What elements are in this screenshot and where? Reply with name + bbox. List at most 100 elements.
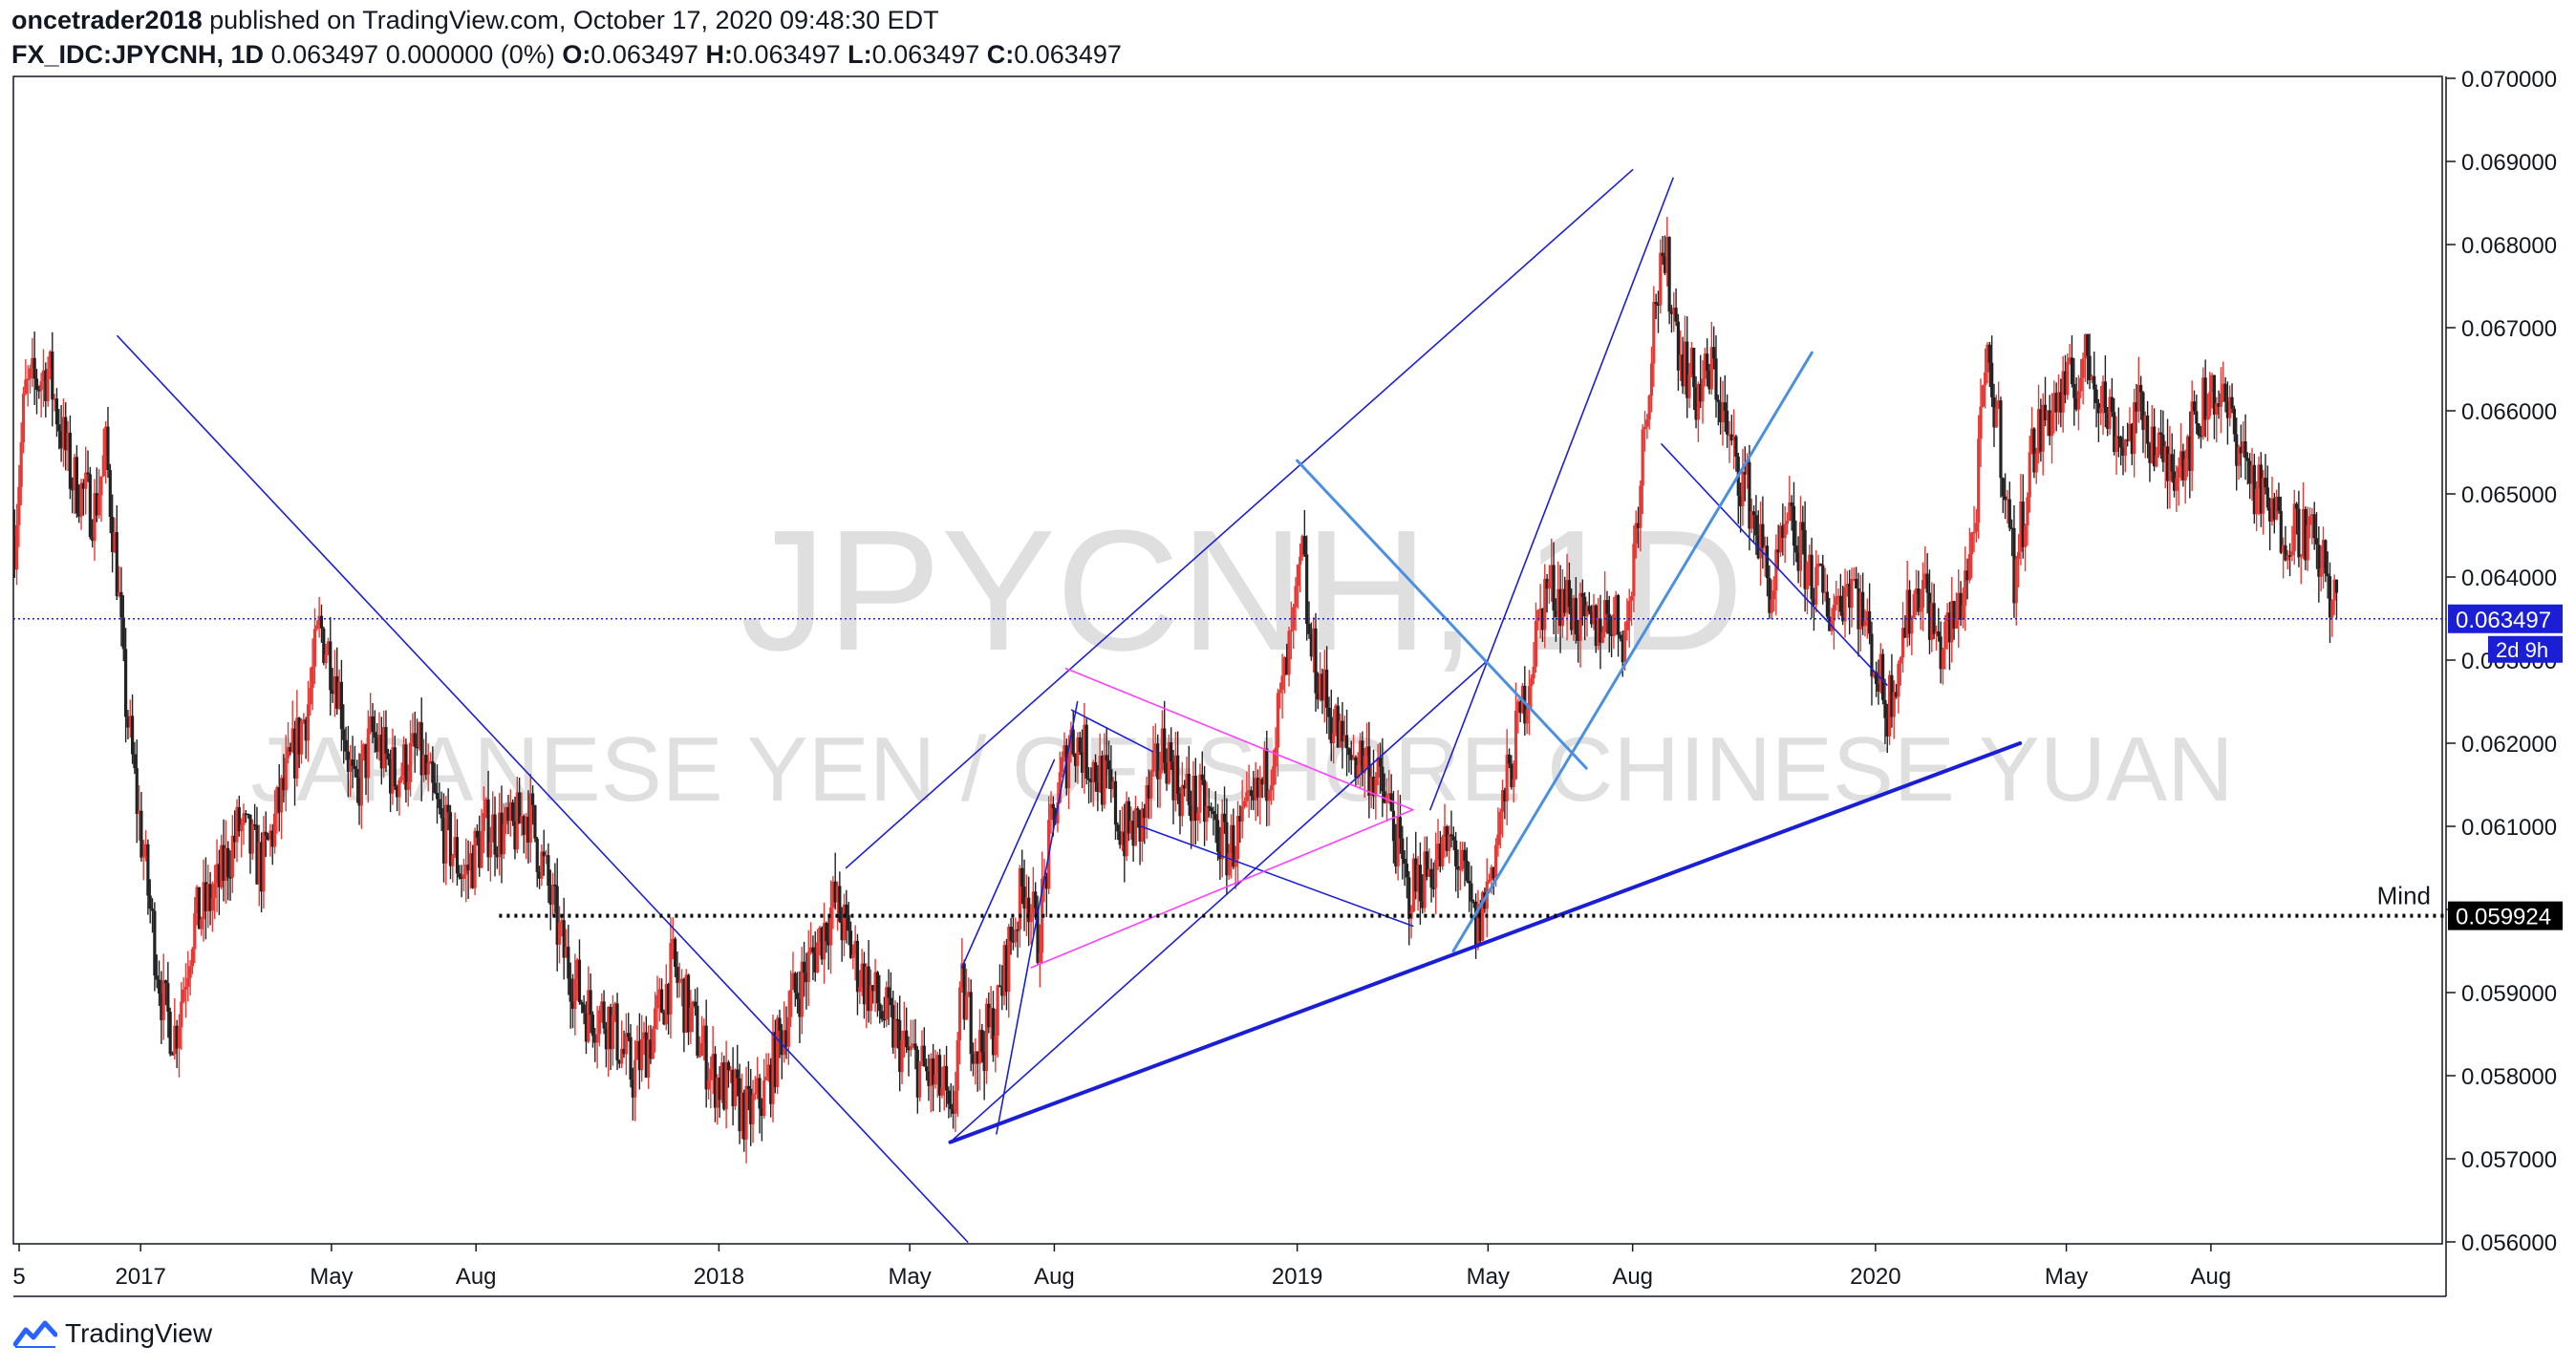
candle-body [88, 474, 92, 538]
candle-body [1468, 880, 1471, 884]
candle-body [1534, 620, 1538, 667]
candle-body [729, 1069, 733, 1072]
candle-body [1167, 742, 1170, 784]
candle-body [141, 856, 145, 858]
candle-body [1480, 891, 1485, 941]
candle-body [1554, 610, 1558, 617]
candle-body [411, 733, 415, 743]
drawing-line-trend[interactable] [117, 334, 969, 1243]
candle-body [2128, 423, 2132, 440]
candle-body [95, 493, 98, 516]
drawing-line-trend_light[interactable] [1296, 459, 1588, 770]
candle-body [2029, 428, 2034, 453]
candle-body [548, 886, 552, 905]
candle-body [835, 886, 840, 903]
candle-body [1425, 851, 1428, 877]
candle-body [691, 1001, 695, 1008]
candle-body [399, 776, 403, 780]
candle-body [200, 919, 204, 930]
tradingview-brand[interactable]: TradingView [13, 1315, 212, 1353]
candle-body [1470, 883, 1473, 902]
candle-body [1897, 663, 1900, 697]
candle-body [1663, 255, 1667, 273]
candle-body [706, 1079, 711, 1090]
drawing-line-trend[interactable] [1661, 442, 1888, 686]
candle-body [1674, 308, 1678, 322]
candle-body [595, 1034, 599, 1043]
drawing-line-trend[interactable] [845, 168, 1634, 869]
candle-body [1165, 762, 1169, 784]
candle-body [871, 985, 875, 992]
candle-body [677, 981, 681, 983]
drawing-line-trend_light[interactable] [1451, 351, 1814, 952]
candle-body [1636, 523, 1641, 528]
candle-body [175, 1025, 179, 1049]
candle-body [1743, 472, 1747, 475]
drawing-line-trend[interactable] [949, 659, 1490, 1144]
candle-body [1714, 358, 1718, 400]
close-value: 0.063497 [1014, 40, 1122, 69]
candle-body [2039, 409, 2043, 452]
candle-body [1970, 532, 1974, 555]
candle-body [719, 1062, 724, 1101]
candle-body [2126, 439, 2130, 441]
watermark-symbol: JPYCNH, 1D [741, 495, 1744, 687]
author-name[interactable]: oncetrader2018 [11, 6, 203, 34]
candle-body [1078, 737, 1082, 752]
candle-body [466, 865, 470, 871]
candle-body [220, 844, 224, 887]
candle-body [155, 975, 159, 980]
candle-body [1689, 348, 1694, 374]
candle-body [2048, 410, 2051, 437]
candle-body [1925, 573, 1929, 593]
candle-body [480, 830, 483, 868]
candle-body [1002, 945, 1006, 996]
drawing-line-trend[interactable] [1070, 709, 1154, 753]
candle-body [2282, 545, 2286, 553]
candle-body [1532, 666, 1535, 679]
drawing-line-trend[interactable] [1429, 177, 1674, 811]
candle-body [1778, 525, 1783, 553]
candle-body [1138, 809, 1142, 842]
drawing-line-pattern[interactable] [1064, 667, 1414, 811]
candle-body [333, 675, 337, 695]
candle-body [698, 1055, 701, 1058]
drawing-line-trend[interactable] [948, 741, 2023, 1144]
candle-body [1478, 904, 1482, 941]
candle-body [1939, 636, 1943, 670]
candle-body [2290, 550, 2294, 556]
drawing-line-pattern[interactable] [1030, 808, 1414, 969]
candle-body [1238, 816, 1242, 822]
drawing-line-trend[interactable] [1140, 825, 1414, 928]
candle-body [1463, 849, 1467, 861]
candle-body [631, 1079, 634, 1098]
candle-body [1645, 419, 1649, 427]
candle-body [557, 922, 562, 945]
candle-body [282, 778, 286, 791]
candle-body [1196, 812, 1200, 821]
candle-body [1451, 836, 1455, 841]
candle-body [1729, 434, 1733, 441]
candle-body [359, 754, 363, 806]
plot-frame [12, 75, 2443, 1245]
candle-body [1274, 747, 1277, 767]
candle-body [813, 952, 817, 973]
candle-body [504, 806, 508, 824]
candle-body [2143, 415, 2147, 430]
candle-body [1476, 904, 1480, 948]
candle-body [451, 855, 455, 866]
candle-body [2072, 384, 2076, 398]
candle-body [2054, 393, 2058, 413]
candle-body [206, 884, 210, 911]
candle-body [1814, 566, 1818, 606]
candle-body [1642, 426, 1647, 430]
candle-body [312, 629, 317, 667]
candle-body [111, 516, 115, 552]
drawing-line-trend[interactable] [960, 759, 1056, 969]
candle-body [1977, 438, 1981, 524]
candle-body [564, 947, 569, 958]
drawing-line-trend[interactable] [996, 700, 1079, 1135]
candle-body [1389, 793, 1393, 811]
candle-body [2262, 478, 2265, 514]
